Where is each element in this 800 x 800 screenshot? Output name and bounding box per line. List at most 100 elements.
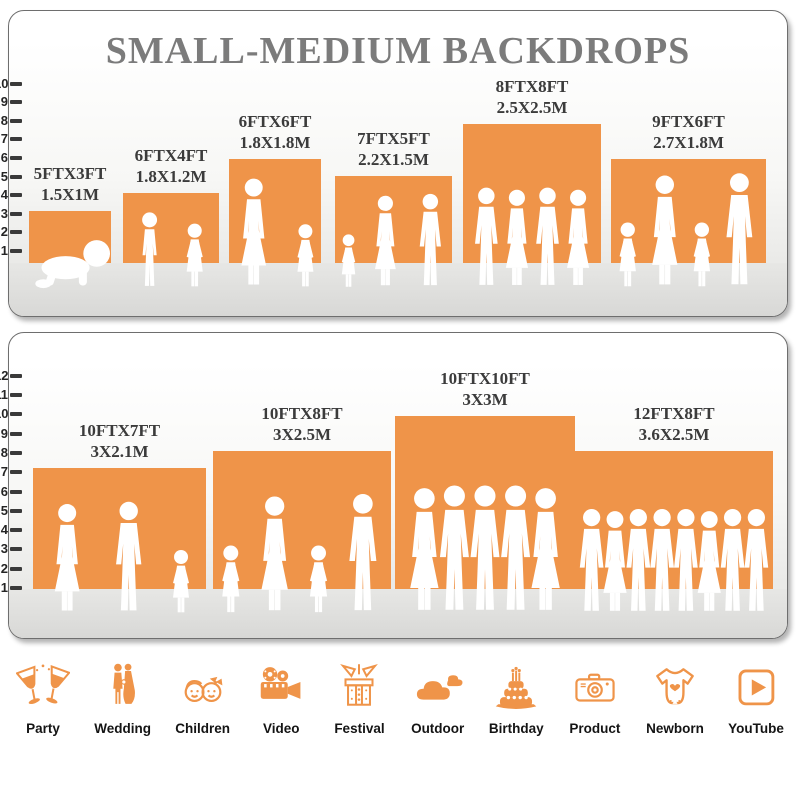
bar-size-m: 3.6X2.5M: [638, 425, 710, 445]
axis-tick-label: 4: [0, 522, 8, 538]
panel-small-medium: SMALL-MEDIUM BACKDROPS 1 2 3 4 5 6 7 8 9 10 5FTX3…: [0, 10, 788, 317]
bar-size-label: 12FTX8FT 3.6X2.5M: [633, 403, 714, 447]
axis-tick: [10, 193, 22, 198]
axis-tick-label: 4: [0, 187, 8, 203]
axis-tick-label: 10: [0, 75, 9, 91]
bar-size-label: 6FTX4FT 1.8X1.2M: [135, 145, 208, 189]
bar-size-ft: 8FTX8FT: [495, 76, 569, 96]
category-icon-row: Party Wedding: [0, 660, 800, 736]
outdoor-icon: [416, 675, 463, 700]
axis-tick: [10, 528, 22, 533]
category-newborn: Newborn: [646, 660, 704, 736]
category-video: Video: [254, 660, 308, 736]
axis-tick-label: 6: [0, 150, 8, 165]
bar-size-label: 5FTX3FT 1.5X1M: [34, 163, 107, 207]
product-icon: [575, 673, 615, 702]
category-product: Product: [568, 660, 622, 736]
page-title: SMALL-MEDIUM BACKDROPS: [105, 30, 691, 72]
bar-size-m: 1.8X1.8M: [239, 133, 311, 153]
axis-tick: [10, 249, 22, 253]
bar-size-ft: 6FTX6FT: [238, 111, 312, 131]
backdrop-bar-5ftx3ft: 5FTX3FT 1.5X1M: [29, 164, 111, 289]
category-label: Birthday: [488, 721, 544, 736]
bar-size-ft: 5FTX3FT: [33, 163, 107, 183]
category-party: Party: [16, 660, 70, 736]
axis-tick: [10, 566, 22, 571]
bar-size-ft: 10FTX8FT: [261, 403, 343, 423]
people-silhouette: [410, 485, 560, 610]
bar-size-ft: 6FTX4FT: [134, 145, 208, 165]
axis-tick: [10, 470, 22, 475]
axis-tick-label: 12: [0, 367, 9, 383]
axis-tick-label: 8: [0, 444, 8, 460]
bar-size-ft: 10FTX7FT: [78, 420, 161, 440]
category-label: Video: [262, 721, 300, 736]
bar-size-label: 6FTX6FT 1.8X1.8M: [239, 111, 312, 155]
bar-size-label: 8FTX8FT 2.5X2.5M: [496, 76, 569, 120]
bar-size-m: 3X2.1M: [90, 442, 149, 462]
people-silhouette: [142, 212, 203, 287]
category-label: Wedding: [94, 721, 151, 736]
people-silhouette: [619, 173, 753, 287]
backdrop-bar-12ftx8ft: 12FTX8FT 3.6X2.5M: [575, 404, 773, 611]
axis-tick: [10, 547, 22, 552]
axis-tick: [10, 586, 22, 590]
axis-tick-label: 10: [0, 406, 9, 422]
newborn-icon: [656, 668, 694, 705]
category-outdoor: Outdoor: [411, 660, 465, 736]
category-label: Children: [175, 721, 230, 736]
youtube-icon: [738, 669, 775, 706]
festival-icon: [340, 664, 379, 706]
category-youtube: YouTube: [728, 660, 784, 736]
panel-floor: [9, 263, 787, 316]
people-silhouette: [241, 178, 314, 287]
category-label: Newborn: [646, 721, 704, 736]
bar-size-m: 2.7X1.8M: [653, 133, 724, 153]
people-silhouette: [35, 240, 111, 289]
wedding-icon: [112, 663, 135, 704]
backdrop-bar-7ftx5ft: 7FTX5FT 2.2X1.5M: [335, 129, 452, 287]
category-label: Product: [569, 721, 621, 736]
backdrop-bar-6ftx4ft: 6FTX4FT 1.8X1.2M: [123, 146, 219, 287]
backdrop-bar-10ftx7ft: 10FTX7FT 3X2.1M: [33, 421, 206, 613]
bar-size-m: 1.8X1.2M: [135, 167, 207, 187]
video-icon: [260, 667, 301, 699]
people-silhouette: [54, 501, 190, 613]
category-festival: Festival: [332, 660, 386, 736]
bar-size-ft: 12FTX8FT: [633, 403, 715, 423]
axis-tick: [10, 174, 22, 179]
axis-tick: [10, 450, 22, 455]
panel-large: 123456789101112 10FTX7FT3X2.1M10FTX8FT3X…: [0, 332, 788, 639]
axis-tick: [10, 412, 22, 417]
axis-tick-label: 9: [0, 425, 8, 441]
axis-tick-label: 3: [0, 205, 8, 221]
bar-size-label: 7FTX5FT 2.2X1.5M: [357, 128, 430, 172]
axis-tick-label: 5: [0, 502, 8, 518]
birthday-icon: [496, 666, 537, 709]
backdrop-bar-10ftx10ft: 10FTX10FT 3X3M: [395, 369, 575, 610]
axis-tick-label: 1: [0, 580, 8, 595]
axis-tick-label: 7: [0, 464, 8, 480]
backdrop-bar-9ftx6ft: 9FTX6FT 2.7X1.8M: [611, 112, 766, 287]
axis-tick: [10, 100, 22, 105]
party-icon: [16, 664, 70, 705]
axis-tick-label: 8: [0, 112, 8, 128]
axis-tick-label: 2: [0, 560, 8, 576]
axis-tick: [10, 431, 22, 436]
category-label: Festival: [334, 721, 385, 736]
axis-tick: [10, 211, 22, 216]
children-icon: [184, 676, 222, 703]
people-silhouette: [475, 187, 590, 285]
backdrop-bar-10ftx8ft: 10FTX8FT 3X2.5M: [213, 404, 391, 613]
bar-size-label: 9FTX6FT 2.7X1.8M: [652, 111, 725, 155]
people-silhouette: [222, 494, 377, 613]
axis-tick: [10, 137, 22, 142]
category-label: Outdoor: [411, 721, 465, 736]
axis-tick: [10, 373, 22, 378]
axis-tick-label: 11: [0, 387, 8, 402]
bar-size-label: 10FTX10FT 3X3M: [440, 368, 530, 412]
bar-size-m: 3X2.5M: [272, 425, 332, 445]
bar-size-ft: 7FTX5FT: [357, 128, 430, 148]
category-birthday: Birthday: [489, 660, 544, 736]
